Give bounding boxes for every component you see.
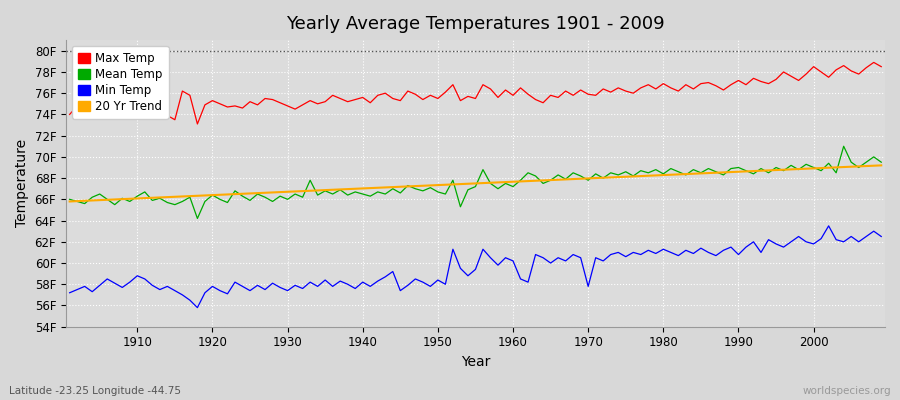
- Y-axis label: Temperature: Temperature: [15, 139, 29, 228]
- Text: worldspecies.org: worldspecies.org: [803, 386, 891, 396]
- Text: Latitude -23.25 Longitude -44.75: Latitude -23.25 Longitude -44.75: [9, 386, 181, 396]
- X-axis label: Year: Year: [461, 355, 491, 369]
- Legend: Max Temp, Mean Temp, Min Temp, 20 Yr Trend: Max Temp, Mean Temp, Min Temp, 20 Yr Tre…: [72, 46, 168, 119]
- Title: Yearly Average Temperatures 1901 - 2009: Yearly Average Temperatures 1901 - 2009: [286, 15, 665, 33]
